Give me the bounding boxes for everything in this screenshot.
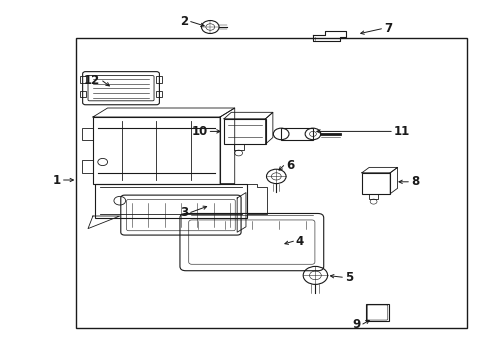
Bar [368, 194, 377, 199]
Text: 9: 9 [351, 318, 360, 330]
Bar [80, 76, 85, 83]
Bar [224, 119, 265, 144]
Bar [95, 184, 246, 218]
Bar [156, 91, 162, 97]
Text: 3: 3 [180, 206, 188, 219]
Bar [361, 173, 389, 194]
Text: 2: 2 [180, 15, 188, 28]
Bar [82, 160, 93, 173]
Text: 8: 8 [410, 175, 418, 188]
Text: 11: 11 [393, 125, 409, 138]
Text: 4: 4 [295, 235, 304, 248]
Bar [76, 38, 466, 328]
Text: 7: 7 [383, 22, 391, 35]
Bar [233, 144, 243, 150]
Text: 12: 12 [84, 75, 100, 87]
Bar [82, 128, 93, 140]
Bar [80, 91, 85, 97]
Text: 1: 1 [53, 174, 61, 186]
Bar [156, 76, 162, 83]
Bar [365, 304, 388, 321]
Bar [93, 117, 220, 184]
Text: 6: 6 [285, 159, 294, 172]
Bar [281, 128, 312, 140]
Text: 5: 5 [344, 271, 352, 284]
Text: 10: 10 [191, 125, 207, 138]
